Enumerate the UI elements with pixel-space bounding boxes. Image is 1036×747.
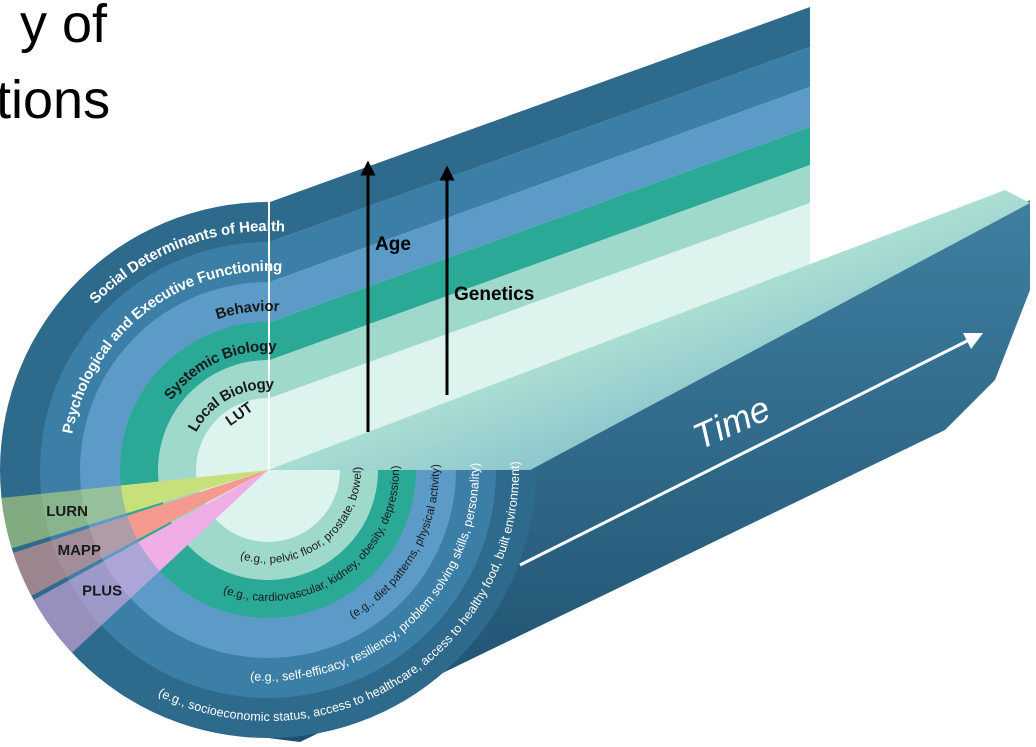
wall-stripe <box>270 7 810 242</box>
wall-stripe <box>270 203 810 470</box>
study-wedge <box>120 470 268 514</box>
time-arrow <box>519 332 984 567</box>
wall-stripe <box>270 47 810 282</box>
study-wedge <box>127 470 268 540</box>
study-label: MAPP <box>58 542 101 559</box>
arrow-label: Genetics <box>454 284 534 305</box>
study-label: LURN <box>46 503 88 520</box>
wall-stripe <box>270 87 810 322</box>
arrow-label: Age <box>375 234 411 255</box>
title-fragment: y of <box>20 0 108 54</box>
back-wall <box>270 7 810 470</box>
wall-stripe <box>270 165 810 398</box>
study-wedge <box>138 470 268 571</box>
wall-stripe <box>270 127 810 360</box>
study-label: PLUS <box>82 582 122 599</box>
tube-interior <box>268 190 1030 470</box>
title-fragment: tions <box>0 70 110 130</box>
